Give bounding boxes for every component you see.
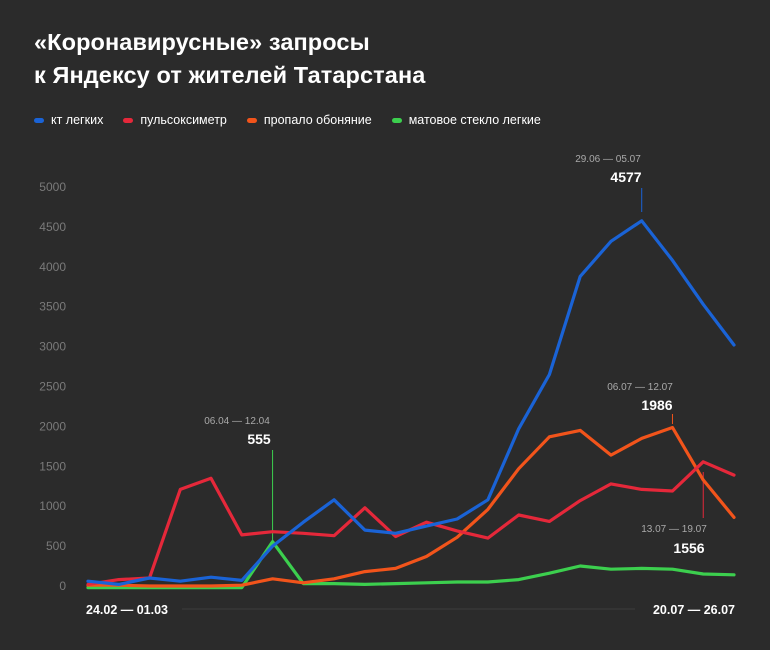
annotation-value: 1556 bbox=[673, 540, 704, 556]
chart-title-line-2: к Яндексу от жителей Татарстана bbox=[34, 62, 426, 88]
chart-title: «Коронавирусные» запросы к Яндексу от жи… bbox=[34, 26, 425, 92]
y-tick-label: 4500 bbox=[39, 220, 66, 234]
y-tick-label: 500 bbox=[46, 539, 66, 553]
y-tick-label: 1000 bbox=[39, 499, 66, 513]
y-tick-label: 4000 bbox=[39, 260, 66, 274]
series-line-smell-loss bbox=[86, 425, 736, 588]
series-line-pulseoximeter bbox=[86, 460, 736, 587]
legend-label-kt: кт легких bbox=[51, 113, 104, 127]
annotation-date: 13.07 — 19.07 bbox=[641, 524, 707, 535]
y-tick-label: 2000 bbox=[39, 419, 66, 433]
y-tick-label: 5000 bbox=[39, 180, 66, 194]
y-tick-label: 2500 bbox=[39, 380, 66, 394]
annotation-date: 06.07 — 12.07 bbox=[607, 382, 673, 393]
legend-swatch-pulseoximeter bbox=[123, 117, 134, 123]
y-tick-label: 3500 bbox=[39, 300, 66, 314]
x-range-end: 20.07 — 26.07 bbox=[653, 603, 735, 617]
legend-item-pulseoximeter: пульсоксиметр bbox=[123, 113, 227, 127]
annotation-value: 4577 bbox=[610, 169, 641, 185]
chart-legend: кт легких пульсоксиметр пропало обоняние… bbox=[34, 113, 561, 127]
legend-item-kt: кт легких bbox=[34, 113, 103, 127]
legend-swatch-ground-glass bbox=[391, 117, 402, 123]
legend-item-ground-glass: матовое стекло легкие bbox=[391, 113, 541, 127]
legend-swatch-kt bbox=[34, 117, 44, 123]
annotation-date: 06.04 — 12.04 bbox=[204, 416, 270, 427]
x-range: 24.02 — 01.03 20.07 — 26.07 bbox=[86, 603, 735, 617]
x-range-start: 24.02 — 01.03 bbox=[86, 603, 168, 617]
legend-item-smell-loss: пропало обоняние bbox=[246, 113, 372, 127]
legend-label-smell-loss: пропало обоняние bbox=[263, 113, 372, 127]
y-axis: 0 500 1000 1500 2000 2500 3000 3500 4000 4500 5000 bbox=[39, 180, 66, 593]
legend-label-pulseoximeter: пульсоксиметр bbox=[140, 113, 227, 127]
y-tick-label: 1500 bbox=[39, 459, 66, 473]
annotation-date: 29.06 — 05.07 bbox=[575, 154, 641, 165]
annotation-value: 1986 bbox=[641, 397, 672, 413]
y-tick-label: 0 bbox=[59, 579, 66, 593]
series-line-kt bbox=[86, 219, 736, 587]
legend-swatch-smell-loss bbox=[246, 117, 257, 123]
annotation-value: 555 bbox=[247, 431, 271, 447]
annotation-labels: 06.04 — 12.04 555 29.06 — 05.07 4577 06.07 —… bbox=[204, 154, 707, 556]
y-tick-label: 3000 bbox=[39, 340, 66, 354]
series-lines bbox=[86, 219, 736, 590]
legend-label-ground-glass: матовое стекло легкие bbox=[408, 113, 541, 127]
chart-title-line-1: «Коронавирусные» запросы bbox=[34, 29, 370, 55]
